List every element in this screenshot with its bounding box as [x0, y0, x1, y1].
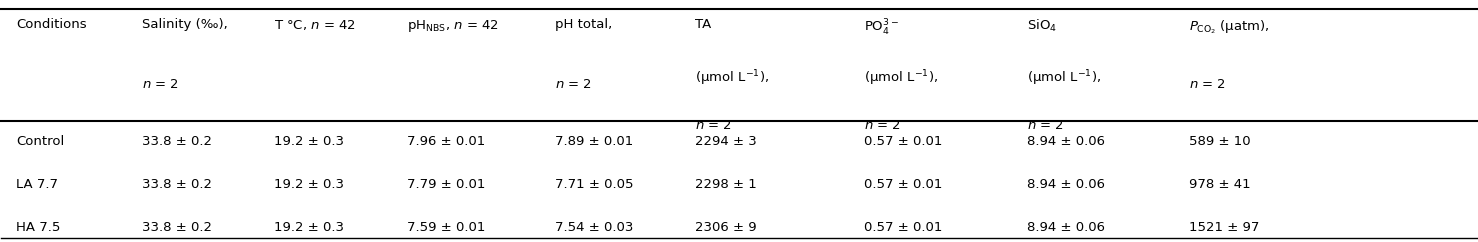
- Text: (μmol L$^{-1}$),: (μmol L$^{-1}$),: [695, 68, 769, 88]
- Text: 0.57 ± 0.01: 0.57 ± 0.01: [865, 221, 943, 234]
- Text: pH$_{\mathregular{NBS}}$, $n$ = 42: pH$_{\mathregular{NBS}}$, $n$ = 42: [406, 18, 500, 34]
- Text: 7.79 ± 0.01: 7.79 ± 0.01: [406, 178, 485, 191]
- Text: 0.57 ± 0.01: 0.57 ± 0.01: [865, 178, 943, 191]
- Text: 8.94 ± 0.06: 8.94 ± 0.06: [1027, 178, 1104, 191]
- Text: 2306 ± 9: 2306 ± 9: [695, 221, 757, 234]
- Text: 7.96 ± 0.01: 7.96 ± 0.01: [406, 135, 485, 148]
- Text: 2298 ± 1: 2298 ± 1: [695, 178, 757, 191]
- Text: LA 7.7: LA 7.7: [16, 178, 58, 191]
- Text: 7.71 ± 0.05: 7.71 ± 0.05: [554, 178, 633, 191]
- Text: Conditions: Conditions: [16, 18, 87, 31]
- Text: PO$_4^{3-}$: PO$_4^{3-}$: [865, 18, 900, 38]
- Text: (μmol L$^{-1}$),: (μmol L$^{-1}$),: [865, 68, 939, 88]
- Text: SiO$_4$: SiO$_4$: [1027, 18, 1057, 34]
- Text: 8.94 ± 0.06: 8.94 ± 0.06: [1027, 221, 1104, 234]
- Text: 0.57 ± 0.01: 0.57 ± 0.01: [865, 135, 943, 148]
- Text: $n$ = 2: $n$ = 2: [695, 119, 732, 132]
- Text: 33.8 ± 0.2: 33.8 ± 0.2: [142, 135, 211, 148]
- Text: 7.89 ± 0.01: 7.89 ± 0.01: [554, 135, 633, 148]
- Text: T °C, $n$ = 42: T °C, $n$ = 42: [275, 18, 356, 32]
- Text: 7.59 ± 0.01: 7.59 ± 0.01: [406, 221, 485, 234]
- Text: 19.2 ± 0.3: 19.2 ± 0.3: [275, 135, 344, 148]
- Text: $n$ = 2: $n$ = 2: [1027, 119, 1064, 132]
- Text: Salinity (‰),: Salinity (‰),: [142, 18, 228, 31]
- Text: TA: TA: [695, 18, 711, 31]
- Text: 1521 ± 97: 1521 ± 97: [1188, 221, 1259, 234]
- Text: 7.54 ± 0.03: 7.54 ± 0.03: [554, 221, 633, 234]
- Text: 978 ± 41: 978 ± 41: [1188, 178, 1250, 191]
- Text: $n$ = 2: $n$ = 2: [865, 119, 902, 132]
- Text: 589 ± 10: 589 ± 10: [1188, 135, 1250, 148]
- Text: 2294 ± 3: 2294 ± 3: [695, 135, 757, 148]
- Text: 19.2 ± 0.3: 19.2 ± 0.3: [275, 178, 344, 191]
- Text: 8.94 ± 0.06: 8.94 ± 0.06: [1027, 135, 1104, 148]
- Text: Control: Control: [16, 135, 65, 148]
- Text: pH total,: pH total,: [554, 18, 612, 31]
- Text: $n$ = 2: $n$ = 2: [554, 78, 591, 91]
- Text: $P_{\mathregular{CO_2}}$ (μatm),: $P_{\mathregular{CO_2}}$ (μatm),: [1188, 18, 1270, 36]
- Text: $n$ = 2: $n$ = 2: [1188, 78, 1225, 91]
- Text: 33.8 ± 0.2: 33.8 ± 0.2: [142, 178, 211, 191]
- Text: 33.8 ± 0.2: 33.8 ± 0.2: [142, 221, 211, 234]
- Text: HA 7.5: HA 7.5: [16, 221, 61, 234]
- Text: 19.2 ± 0.3: 19.2 ± 0.3: [275, 221, 344, 234]
- Text: (μmol L$^{-1}$),: (μmol L$^{-1}$),: [1027, 68, 1101, 88]
- Text: $n$ = 2: $n$ = 2: [142, 78, 179, 91]
